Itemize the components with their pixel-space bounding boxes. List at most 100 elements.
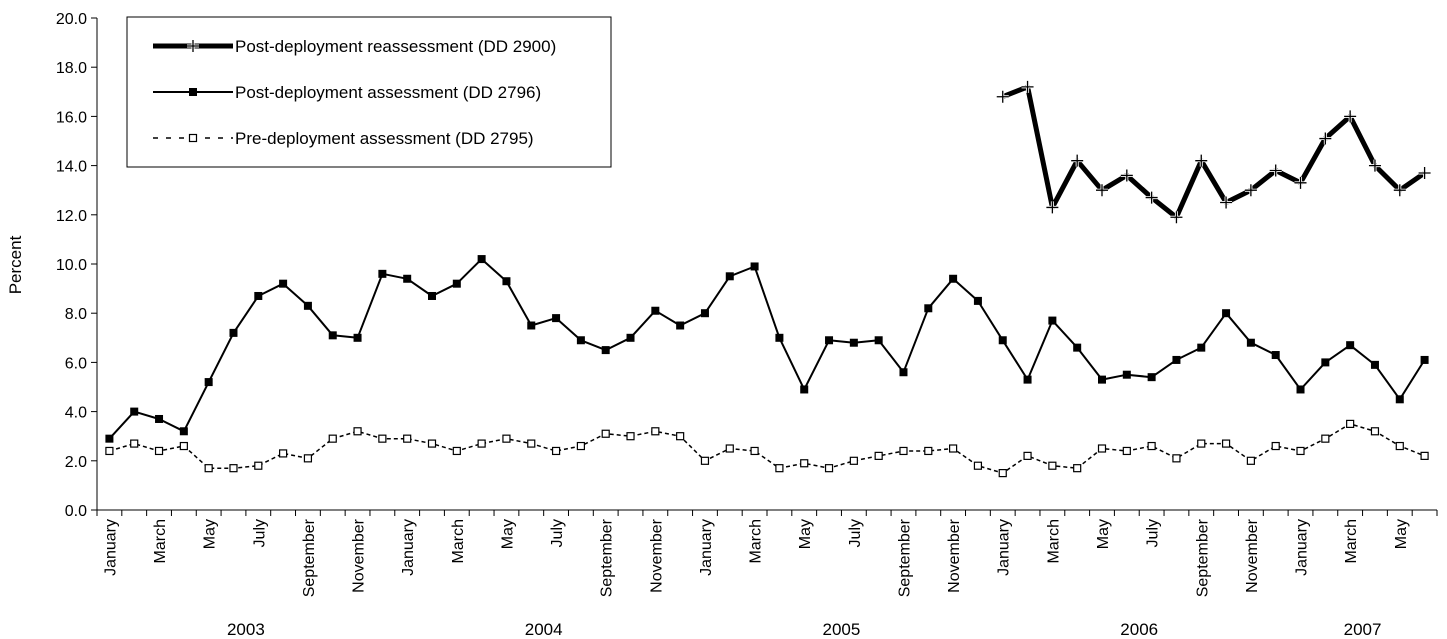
data-point [924, 304, 933, 313]
data-point [874, 451, 883, 460]
x-tick-label: September [599, 518, 616, 597]
data-point [1296, 385, 1305, 394]
data-point [1197, 343, 1206, 352]
data-point [1321, 434, 1330, 443]
x-tick-label: May [202, 519, 219, 549]
data-point [403, 434, 412, 443]
x-tick-label: May [1095, 519, 1112, 549]
data-point-cross [1344, 110, 1357, 123]
x-tick-label: May [797, 519, 814, 549]
data-point [204, 378, 213, 387]
data-point [1098, 375, 1106, 384]
data-point [1023, 451, 1032, 460]
data-point [130, 439, 139, 448]
data-point [477, 255, 486, 264]
data-point [1246, 456, 1255, 465]
data-point [452, 279, 461, 288]
series-line [108, 258, 1426, 440]
year-label: 2005 [823, 620, 861, 639]
data-point [576, 336, 585, 345]
data-point-cross [1244, 184, 1257, 197]
legend: Post-deployment reassessment (DD 2900) Po… [126, 16, 612, 168]
y-tick-label: 2.0 [65, 454, 87, 471]
data-point [949, 444, 958, 453]
data-point [1172, 454, 1181, 463]
data-point-cross [1096, 184, 1108, 197]
x-tick-label: July [1145, 519, 1162, 547]
data-point [303, 301, 312, 310]
data-point [1097, 444, 1107, 453]
data-point [154, 446, 164, 456]
data-point [204, 464, 213, 473]
data-point [626, 333, 635, 342]
data-point [899, 446, 908, 456]
data-point [849, 338, 858, 347]
data-point [1246, 338, 1255, 347]
data-point [1321, 358, 1330, 367]
x-tick-label: January [400, 519, 417, 576]
year-label: 2007 [1344, 620, 1382, 639]
y-tick-label: 0.0 [65, 503, 87, 520]
y-tick-label: 8.0 [65, 306, 87, 323]
data-point [502, 277, 511, 286]
data-point [1222, 309, 1231, 318]
data-point [1346, 341, 1355, 350]
y-tick-label: 4.0 [65, 405, 87, 422]
data-point [189, 88, 197, 96]
data-point [403, 274, 412, 283]
data-point [775, 333, 784, 342]
data-point [1370, 427, 1380, 436]
data-point [949, 274, 958, 283]
data-point-cross [1046, 201, 1059, 214]
data-point-cross [1294, 176, 1307, 189]
data-point-cross [1418, 166, 1431, 179]
data-point-cross [1220, 196, 1233, 209]
data-point [477, 439, 486, 448]
data-point-cross [1170, 211, 1183, 224]
data-point [1395, 441, 1404, 451]
x-tick-label: November [648, 518, 665, 592]
legend-label: Post-deployment assessment (DD 2796) [235, 83, 541, 102]
data-point [279, 449, 288, 458]
data-point [229, 328, 238, 337]
data-point [849, 456, 858, 465]
data-point [1370, 360, 1379, 369]
data-point [254, 461, 263, 470]
data-point [1197, 439, 1206, 448]
data-point [428, 291, 436, 300]
data-point [1023, 375, 1032, 384]
legend-label: Post-deployment reassessment (DD 2900) [235, 37, 556, 56]
x-tick-label: July [251, 519, 268, 547]
data-point [1122, 370, 1131, 379]
data-point [973, 461, 983, 470]
data-point [328, 434, 337, 443]
data-point [750, 446, 759, 456]
x-tick-label: May [499, 519, 516, 549]
data-point [1420, 355, 1429, 364]
data-point [576, 441, 585, 451]
data-point [527, 321, 536, 330]
year-label: 2006 [1120, 620, 1158, 639]
data-point [229, 464, 238, 473]
x-tick-label: November [351, 518, 368, 592]
x-tick-label: January [1294, 519, 1311, 576]
data-point [899, 368, 908, 377]
data-point [1073, 343, 1082, 352]
data-point [130, 407, 139, 416]
data-point [328, 331, 337, 340]
data-point [626, 432, 635, 441]
x-tick-label: March [1045, 519, 1062, 563]
data-point-cross [1393, 184, 1406, 197]
x-tick-label: September [896, 518, 913, 597]
x-tick-label: July [549, 519, 566, 547]
data-point [353, 333, 362, 342]
data-point [1048, 461, 1057, 470]
data-point [1346, 419, 1355, 428]
y-tick-label: 6.0 [65, 355, 87, 372]
x-tick-label: November [1244, 518, 1261, 592]
data-point [378, 269, 387, 278]
data-point [188, 133, 198, 143]
x-tick-label: March [1343, 519, 1360, 563]
data-point [750, 262, 759, 271]
